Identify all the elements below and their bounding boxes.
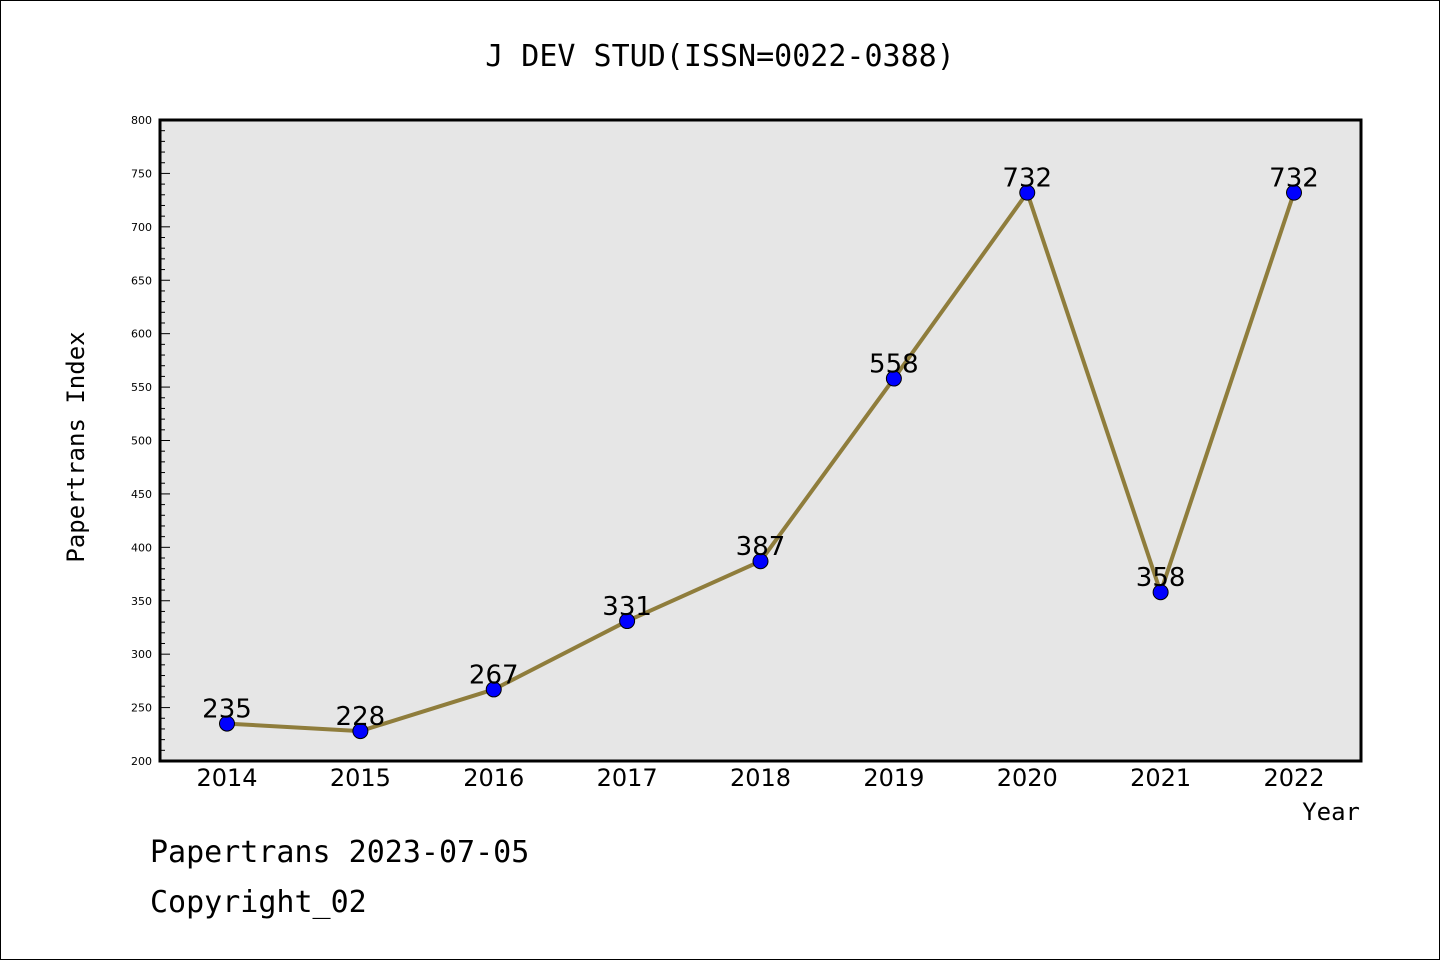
y-axis-label: Papertrans Index <box>62 331 90 562</box>
x-tick-label: 2020 <box>997 764 1058 792</box>
data-point <box>352 723 369 740</box>
plot-border <box>158 118 1363 763</box>
data-point <box>885 370 902 387</box>
data-label: 732 <box>1002 164 1052 194</box>
data-point <box>619 613 636 630</box>
y-tick-label: 350 <box>131 595 152 608</box>
data-label: 732 <box>1269 164 1319 194</box>
y-tick-label: 600 <box>131 328 152 341</box>
data-label: 558 <box>869 350 919 380</box>
x-tick-label: 2021 <box>1130 764 1191 792</box>
data-label: 387 <box>736 532 786 562</box>
data-point <box>1019 184 1036 201</box>
y-tick-label: 400 <box>131 541 152 554</box>
x-tick-label: 2015 <box>330 764 391 792</box>
x-tick-label: 2014 <box>196 764 257 792</box>
x-axis-label: Year <box>1302 798 1360 826</box>
y-tick-label: 800 <box>131 114 152 127</box>
y-tick-label: 200 <box>131 755 152 768</box>
data-label: 228 <box>336 702 386 732</box>
data-point <box>219 715 235 732</box>
y-tick-label: 500 <box>131 435 152 448</box>
footer-date: Papertrans 2023-07-05 <box>150 835 530 870</box>
data-label: 267 <box>469 660 519 690</box>
data-point <box>1152 584 1169 601</box>
data-point <box>485 681 502 698</box>
data-label: 235 <box>202 695 252 725</box>
y-axis-tick-labels: 200 250 300 350 400 450 500 550 600 650 700 750 800 <box>131 114 152 768</box>
y-tick-label: 250 <box>131 702 152 715</box>
y-tick-label: 650 <box>131 274 152 287</box>
x-tick-label: 2018 <box>730 764 791 792</box>
y-tick-label: 700 <box>131 221 152 234</box>
y-tick-label: 750 <box>131 167 152 180</box>
chart-title: J DEV STUD(ISSN=0022-0388) <box>485 39 955 74</box>
x-tick-label: 2022 <box>1263 764 1324 792</box>
y-tick-label: 450 <box>131 488 152 501</box>
footer-copyright: Copyright_02 <box>150 885 367 920</box>
x-tick-label: 2017 <box>597 764 658 792</box>
data-point <box>752 553 769 570</box>
y-tick-label: 300 <box>131 648 152 661</box>
data-label: 331 <box>602 592 652 622</box>
series-markers <box>219 184 1302 740</box>
data-label: 358 <box>1136 563 1186 593</box>
x-tick-label: 2019 <box>863 764 924 792</box>
x-tick-label: 2016 <box>463 764 524 792</box>
data-point <box>1286 184 1302 201</box>
plot-area <box>160 120 1361 761</box>
y-tick-label: 550 <box>131 381 152 394</box>
x-axis-tick-labels: 2014 2015 2016 2017 2018 2019 2020 2021 2022 <box>196 764 1324 792</box>
data-labels: 235 228 267 331 387 558 732 358 732 <box>202 164 1319 732</box>
